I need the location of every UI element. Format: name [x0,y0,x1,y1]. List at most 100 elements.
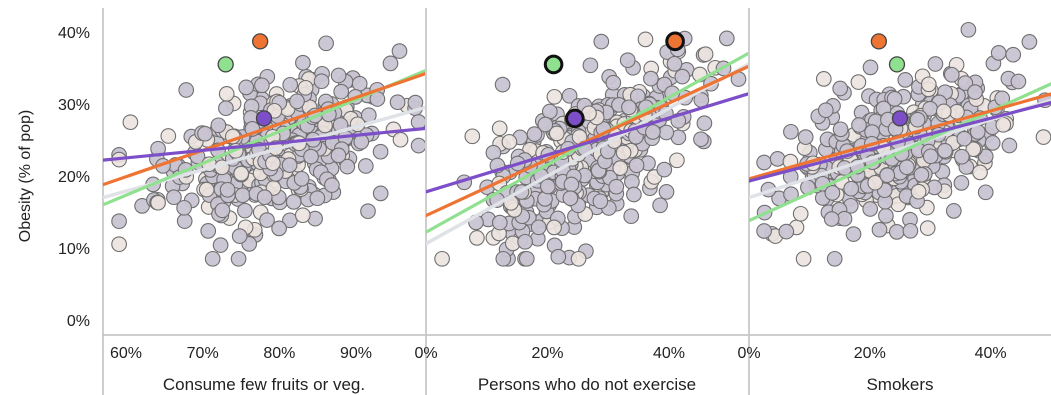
x-tick-label: 0% [737,345,760,362]
data-point [845,226,862,242]
data-point [862,201,879,217]
data-point [977,184,994,201]
highlighted-point-orange [665,31,685,52]
data-point [913,166,930,183]
data-point [464,128,481,145]
x-tick-label: 90% [340,345,372,362]
data-point [491,120,508,137]
data-point [1001,137,1018,154]
data-point [178,82,195,98]
y-tick-label: 10% [58,241,90,258]
data-point [995,116,1012,133]
data-point [539,178,556,195]
highlighted-point-green [217,56,234,73]
data-point [360,203,376,220]
data-point [623,208,640,225]
data-point [582,57,599,74]
x-tick-label: 60% [110,345,142,362]
data-point [271,220,287,237]
data-point [960,21,977,38]
data-point [546,219,562,236]
data-point [669,152,685,169]
data-point [778,223,795,240]
data-point [953,148,970,165]
data-point [111,236,127,253]
data-point [237,202,253,219]
data-point [434,250,450,267]
data-point [160,128,177,144]
data-point [943,66,960,83]
data-point [295,54,311,71]
data-point [797,129,814,145]
data-point [935,103,952,120]
data-point [658,184,675,200]
data-point [303,148,319,165]
data-point [391,43,408,59]
data-point [231,228,248,244]
data-point [945,203,962,219]
x-axis-label: Persons who do not exercise [478,375,696,394]
data-point [769,151,786,167]
highlighted-point-purple [891,110,909,127]
data-point [382,55,399,72]
data-point [219,181,236,198]
highlighted-point-green [543,54,564,75]
data-point [293,170,310,187]
data-point [548,125,565,142]
data-point [965,141,982,158]
data-point [309,190,326,207]
data-point [204,250,221,267]
data-point [214,202,231,219]
highlighted-point-purple [255,110,273,127]
data-point [693,131,709,148]
data-point [832,121,849,138]
data-point [166,189,182,206]
data-point [666,55,683,72]
data-point [919,220,936,236]
data-point [608,178,625,195]
data-point [826,250,843,267]
data-point [815,71,832,87]
y-tick-label: 20% [58,169,90,186]
trend-line-orange [103,72,425,187]
data-point [351,75,368,92]
data-point [289,93,305,110]
data-point [902,222,919,239]
data-point [990,45,1007,61]
data-point [259,212,275,228]
data-point [795,250,812,267]
y-tick-label: 0% [67,313,90,330]
y-axis-label: Obesity (% of pop) [17,110,34,243]
panel-plot-area [426,30,748,267]
data-point [357,158,374,174]
data-point [871,221,888,238]
highlighted-point-orange [252,33,269,50]
data-point [541,103,558,120]
data-point [372,185,389,202]
data-point [832,80,849,97]
data-point [756,154,772,171]
data-point [674,68,691,85]
data-point [333,83,350,100]
data-point [212,237,229,253]
data-point [888,224,905,240]
data-point [210,117,227,134]
data-point [922,148,939,165]
data-point [537,116,554,133]
data-point [122,114,139,131]
data-point [909,111,926,128]
data-point [318,35,334,52]
x-tick-label: 20% [531,345,563,362]
data-point [324,177,340,193]
data-point [517,233,533,250]
highlighted-point-orange [870,33,888,50]
data-point [910,183,927,200]
data-point [563,176,580,193]
data-point [550,248,567,265]
panel-2: 0% 20% 40% Persons who do not exercise [414,8,748,395]
data-point [957,75,974,91]
data-point [562,190,579,207]
data-point [817,102,834,119]
data-point [389,94,406,111]
